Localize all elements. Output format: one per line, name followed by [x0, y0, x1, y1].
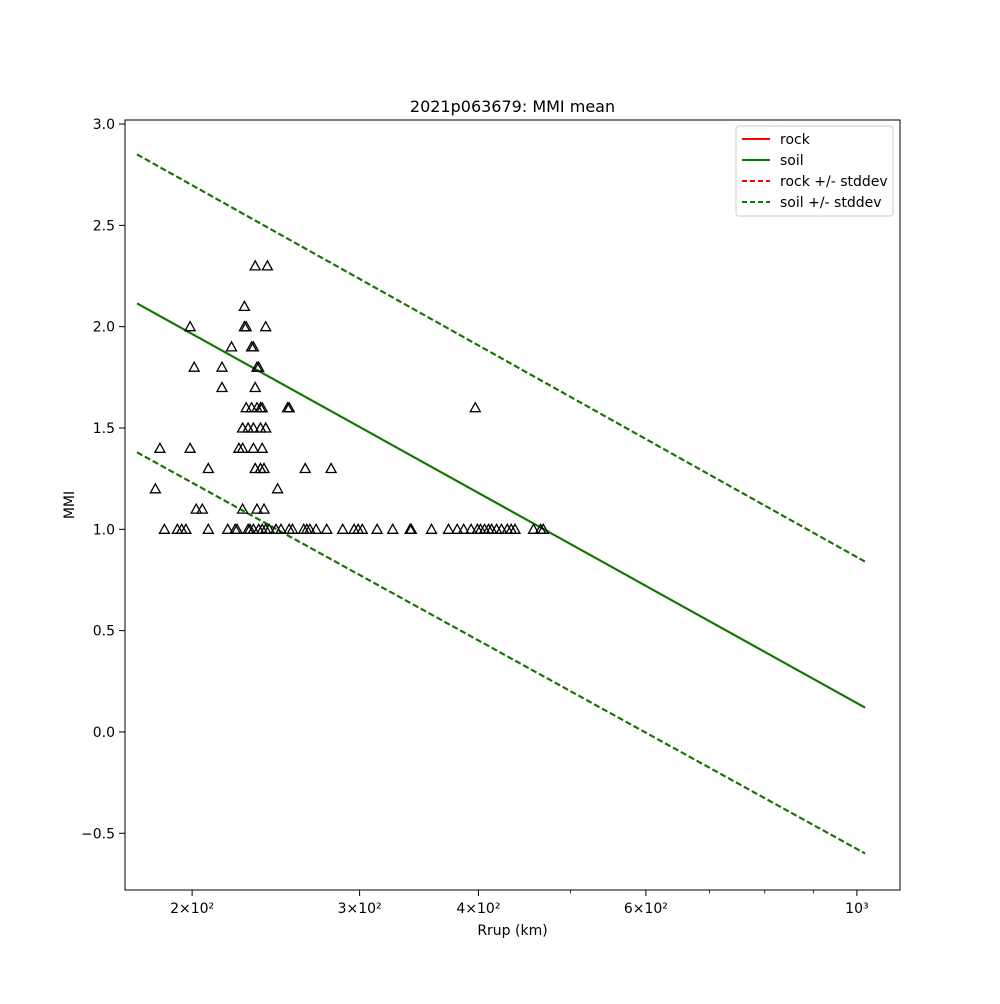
y-tick-label: 1.5	[93, 421, 115, 437]
data-point	[256, 401, 269, 413]
data-point	[527, 522, 540, 534]
chart-title: 2021p063679: MMI mean	[410, 97, 615, 116]
data-point	[356, 522, 369, 534]
legend: rock soil rock +/- stddev soil +/- stddev	[735, 125, 894, 217]
data-point	[221, 522, 234, 534]
data-point	[324, 462, 338, 474]
data-point	[202, 522, 215, 534]
y-axis-label: MMI	[62, 491, 78, 519]
data-point	[256, 441, 269, 453]
data-point	[259, 320, 272, 332]
data-point	[158, 522, 171, 534]
data-point	[247, 421, 260, 433]
data-point	[508, 522, 522, 534]
data-point	[250, 502, 264, 514]
data-point	[274, 522, 288, 534]
y-tick-label: −0.5	[81, 826, 115, 842]
y-tick-label: 1.0	[93, 522, 115, 538]
data-point	[225, 340, 238, 352]
data-point	[299, 462, 312, 474]
data-point	[457, 522, 470, 534]
x-tick-label: 4×10²	[456, 901, 500, 917]
x-tick-label: 2×10²	[170, 901, 214, 917]
data-point	[183, 320, 197, 332]
legend-label-soil-stddev: soil +/- stddev	[780, 195, 882, 211]
data-point	[442, 522, 455, 534]
data-point	[236, 441, 249, 453]
series-line-soil-stddev-5	[136, 451, 866, 855]
data-point	[263, 522, 276, 534]
data-point	[240, 320, 253, 332]
data-point	[153, 441, 167, 453]
x-tick-label: 10³	[845, 901, 868, 917]
y-tick-label: 2.5	[93, 218, 115, 234]
data-point	[179, 522, 193, 534]
data-point	[425, 522, 438, 534]
data-point	[271, 482, 284, 494]
data-point	[149, 482, 162, 494]
plot-frame	[124, 119, 901, 891]
data-point	[247, 441, 260, 453]
x-axis-ticks: 2×10² 3×10² 4×10² 6×10² 10³	[170, 890, 869, 917]
data-point	[336, 522, 349, 534]
data-point	[283, 401, 296, 413]
data-point	[249, 381, 262, 393]
data-point	[257, 462, 271, 474]
data-point	[464, 522, 478, 534]
data-point	[247, 340, 260, 352]
y-tick-label: 3.0	[93, 117, 115, 133]
data-point	[405, 522, 418, 534]
data-point	[370, 522, 384, 534]
legend-box	[735, 125, 894, 217]
data-point	[236, 502, 249, 514]
y-tick-label: 0.5	[93, 624, 115, 640]
x-axis-label: Rrup (km)	[477, 923, 547, 939]
y-axis-ticks: −0.5 0.0 0.5 1.0 1.5 2.0 2.5 3.0	[81, 117, 125, 842]
data-point	[320, 522, 333, 534]
data-point	[188, 360, 201, 372]
x-tick-label: 6×10²	[624, 901, 668, 917]
data-point	[190, 502, 203, 514]
legend-label-rock: rock	[780, 132, 811, 148]
data-point	[259, 421, 272, 433]
series-line-soil-stddev-4	[136, 153, 866, 563]
data-point	[196, 502, 209, 514]
legend-label-soil: soil	[780, 153, 804, 169]
data-point	[215, 360, 229, 372]
data-point	[451, 522, 464, 534]
data-point	[249, 259, 262, 271]
data-point	[252, 360, 265, 372]
x-tick-label: 3×10²	[338, 901, 382, 917]
data-point	[309, 522, 323, 534]
data-point	[469, 401, 482, 413]
data-point	[495, 522, 508, 534]
data-point	[303, 522, 317, 534]
data-point	[215, 381, 229, 393]
scatter-points	[149, 259, 550, 534]
data-point	[261, 259, 274, 271]
legend-label-rock-stddev: rock +/- stddev	[780, 174, 888, 190]
data-point	[183, 441, 197, 453]
data-point	[230, 522, 244, 534]
y-tick-label: 0.0	[93, 725, 115, 741]
data-point	[386, 522, 399, 534]
data-point	[202, 462, 215, 474]
data-point	[257, 502, 271, 514]
data-point	[286, 522, 299, 534]
data-point	[238, 300, 251, 312]
y-tick-label: 2.0	[93, 320, 115, 336]
data-point	[537, 522, 550, 534]
